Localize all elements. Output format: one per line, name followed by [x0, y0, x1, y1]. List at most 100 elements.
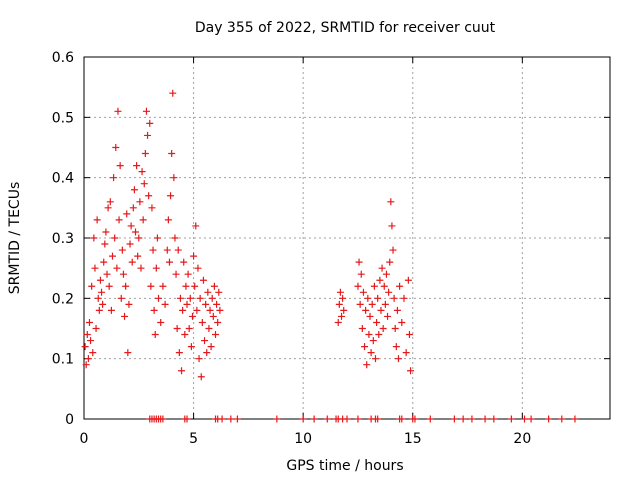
data-point [212, 331, 219, 339]
data-point [365, 331, 373, 339]
data-point [209, 312, 217, 320]
data-point [391, 325, 399, 332]
data-point-zero [398, 415, 406, 423]
data-point [377, 306, 385, 314]
data-point [167, 192, 175, 200]
data-point [110, 174, 118, 182]
data-point [134, 252, 142, 260]
data-point [172, 270, 180, 278]
data-point-zero [459, 415, 467, 423]
data-point [139, 216, 147, 224]
data-point [375, 331, 383, 339]
data-point [385, 288, 393, 296]
data-point [168, 150, 176, 158]
data-point [112, 144, 120, 151]
data-point [163, 246, 171, 254]
data-point [152, 264, 160, 272]
data-point-zero [468, 415, 476, 423]
data-point [135, 234, 143, 242]
data-point [100, 258, 108, 266]
data-point [95, 306, 103, 314]
y-axis-label: SRMTID / TECUs [7, 182, 23, 295]
data-point [164, 216, 172, 224]
data-point [82, 361, 90, 369]
data-point [101, 240, 109, 248]
data-point [361, 343, 369, 351]
data-point [376, 276, 384, 284]
data-point [354, 282, 362, 290]
data-point [137, 264, 145, 272]
data-point [183, 300, 191, 308]
data-point [148, 204, 156, 212]
data-point [201, 337, 209, 345]
data-point [184, 270, 192, 278]
data-point [205, 325, 213, 332]
data-point-zero [354, 415, 362, 423]
data-point [335, 300, 343, 308]
data-point [386, 258, 394, 266]
data-point [188, 312, 196, 320]
y-tick-label: 0.1 [52, 352, 74, 368]
data-point [159, 282, 167, 290]
data-point [370, 282, 378, 290]
data-point [81, 343, 89, 351]
data-point-zero [310, 415, 318, 423]
data-point [140, 180, 148, 188]
data-point [118, 246, 126, 254]
grid-lines [84, 57, 610, 419]
data-point [187, 343, 195, 351]
data-point [121, 312, 129, 320]
y-tick-label: 0.3 [52, 231, 74, 247]
data-point [355, 258, 363, 266]
x-tick-label: 5 [189, 431, 198, 447]
data-point [180, 258, 188, 266]
data-point-zero [273, 415, 281, 423]
data-point [132, 228, 140, 236]
data-point [195, 355, 203, 363]
y-tick-label: 0.5 [52, 110, 74, 126]
data-point [92, 325, 100, 332]
data-point [129, 204, 137, 212]
data-point [175, 349, 183, 357]
data-point [206, 306, 214, 314]
data-point [398, 318, 406, 326]
data-point [88, 282, 96, 290]
data-point [141, 150, 149, 158]
data-point [363, 361, 371, 369]
data-point [371, 355, 379, 363]
data-point [207, 343, 215, 351]
data-point [185, 325, 193, 332]
data-point [191, 282, 199, 290]
data-point-zero [481, 415, 489, 423]
data-point [392, 343, 400, 351]
data-point [396, 282, 404, 290]
data-point [197, 373, 205, 381]
data-point [368, 300, 376, 308]
data-point [96, 276, 104, 284]
data-point-zero [323, 415, 331, 423]
data-point [165, 258, 173, 266]
data-point [179, 306, 187, 314]
data-point [208, 294, 216, 302]
data-point [171, 234, 179, 242]
data-point [117, 294, 125, 302]
data-point [84, 355, 92, 363]
data-point [405, 331, 413, 339]
data-point-zero [183, 415, 191, 423]
data-point [147, 282, 155, 290]
data-point [103, 270, 111, 278]
data-point-zero [374, 415, 382, 423]
y-tick-label: 0.4 [52, 171, 74, 187]
data-point [194, 264, 202, 272]
data-point [182, 282, 190, 290]
y-tick-label: 0.2 [52, 291, 74, 307]
data-point [387, 198, 395, 206]
data-point [196, 294, 204, 302]
data-point [122, 282, 130, 290]
data-point [356, 300, 364, 308]
data-point [153, 234, 161, 242]
data-point [130, 186, 138, 194]
data-point [174, 246, 182, 254]
data-point [389, 246, 397, 254]
